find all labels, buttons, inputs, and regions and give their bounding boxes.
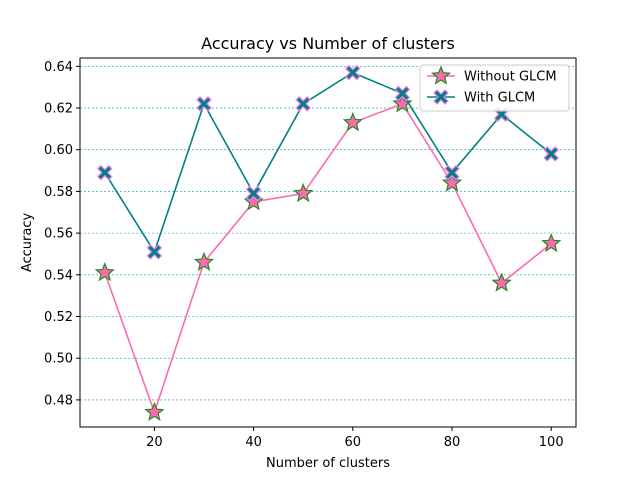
data-point bbox=[342, 112, 363, 132]
y-tick-label: 0.62 bbox=[44, 102, 73, 117]
data-point bbox=[444, 164, 460, 181]
series-0 bbox=[94, 93, 562, 421]
data-point bbox=[146, 244, 163, 260]
y-tick-label: 0.58 bbox=[44, 185, 73, 200]
legend-label: Without GLCM bbox=[464, 70, 557, 85]
legend-marker bbox=[433, 89, 449, 105]
y-tick-label: 0.64 bbox=[44, 60, 73, 75]
y-axis-label: Accuracy bbox=[20, 213, 35, 273]
data-point bbox=[96, 164, 113, 181]
data-point bbox=[344, 64, 361, 81]
data-point bbox=[441, 172, 463, 192]
series-layer bbox=[94, 64, 562, 421]
legend: Without GLCM With GLCM bbox=[419, 64, 570, 112]
legend-marker bbox=[430, 65, 452, 85]
chart-title: Accuracy vs Number of clusters bbox=[201, 34, 455, 53]
legend-box bbox=[419, 64, 570, 112]
y-tick-label: 0.60 bbox=[44, 143, 73, 158]
x-tick-label: 100 bbox=[539, 435, 564, 450]
legend-entry: Without GLCM bbox=[427, 65, 557, 85]
data-point bbox=[144, 401, 165, 421]
data-point bbox=[491, 272, 512, 292]
series-1 bbox=[96, 64, 560, 260]
x-tick-label: 80 bbox=[444, 435, 461, 450]
data-point bbox=[193, 251, 215, 271]
legend-entry: With GLCM bbox=[427, 89, 535, 106]
x-tick-label: 20 bbox=[146, 435, 163, 450]
data-point bbox=[196, 96, 212, 112]
series-line bbox=[104, 102, 552, 415]
y-tick-label: 0.50 bbox=[44, 352, 73, 367]
data-point bbox=[94, 262, 115, 282]
data-point bbox=[543, 146, 560, 162]
data-point bbox=[293, 182, 314, 203]
x-tick-label: 60 bbox=[345, 435, 362, 450]
data-point bbox=[243, 191, 264, 211]
y-tick-label: 0.52 bbox=[44, 310, 73, 325]
y-tick-label: 0.48 bbox=[44, 393, 73, 408]
y-tick-label: 0.56 bbox=[44, 227, 73, 242]
series-line bbox=[104, 71, 552, 254]
data-point bbox=[295, 96, 312, 112]
x-axis-label: Number of clusters bbox=[266, 456, 390, 471]
legend-label: With GLCM bbox=[464, 91, 535, 106]
data-point bbox=[245, 185, 262, 202]
data-point bbox=[394, 85, 411, 102]
data-point bbox=[541, 232, 562, 253]
x-tick-label: 40 bbox=[245, 435, 262, 450]
ticks-layer: 0.48 0.50 0.52 0.54 0.56 0.58 0.60 0.62 0.64 20 40… bbox=[44, 60, 564, 450]
plot-frame bbox=[79, 57, 577, 428]
y-tick-label: 0.54 bbox=[44, 268, 73, 283]
data-point bbox=[392, 93, 413, 113]
